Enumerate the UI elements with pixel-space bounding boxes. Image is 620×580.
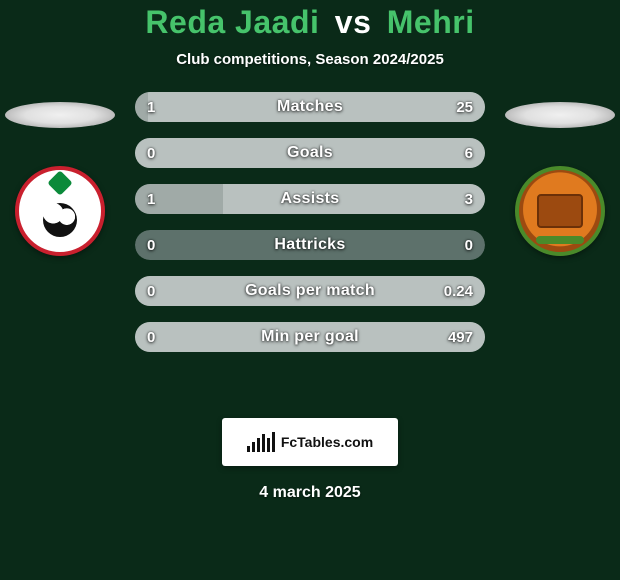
stat-row: 06Goals [135,138,485,168]
page-title: Reda Jaadi vs Mehri [0,4,620,41]
stat-row: 0497Min per goal [135,322,485,352]
subtitle: Club competitions, Season 2024/2025 [0,51,620,68]
stat-label: Matches [135,92,485,122]
comparison-card: Reda Jaadi vs Mehri Club competitions, S… [0,0,620,580]
stat-row: 13Assists [135,184,485,214]
stat-row: 125Matches [135,92,485,122]
left-side [0,92,120,256]
stat-label: Min per goal [135,322,485,352]
moghreb-tetouan-crest [15,166,105,256]
stat-label: Hattricks [135,230,485,260]
stat-row: 00.24Goals per match [135,276,485,306]
brand-text: FcTables.com [281,434,373,450]
stats-stage: 125Matches 06Goals 13Assists 00Hattricks 00.… [0,92,620,392]
brand-badge: FcTables.com [222,418,398,466]
player-shadow-left [5,102,115,128]
right-side [500,92,620,256]
player-shadow-right [505,102,615,128]
player1-name: Reda Jaadi [145,4,319,40]
stat-label: Goals per match [135,276,485,306]
stat-label: Goals [135,138,485,168]
brand-bars-icon [247,432,275,452]
stat-row: 00Hattricks [135,230,485,260]
stat-label: Assists [135,184,485,214]
date-label: 4 march 2025 [0,484,620,502]
vs-label: vs [335,4,372,40]
stat-bars: 125Matches 06Goals 13Assists 00Hattricks 00.… [135,92,485,352]
rs-berkane-crest [515,166,605,256]
player2-name: Mehri [387,4,475,40]
